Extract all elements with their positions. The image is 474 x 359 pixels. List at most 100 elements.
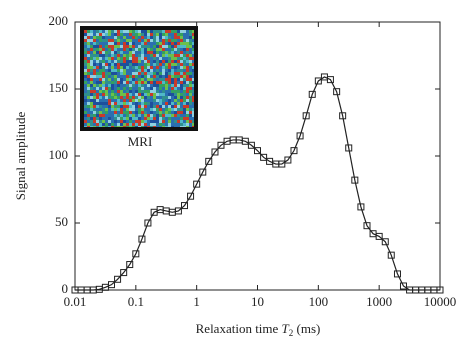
inset-pixel [174,60,177,63]
inset-pixel [171,69,174,72]
inset-pixel [126,36,129,39]
inset-pixel [150,69,153,72]
inset-pixel [126,78,129,81]
inset-pixel [90,42,93,45]
inset-pixel [189,45,192,48]
inset-pixel [105,54,108,57]
inset-pixel [114,105,117,108]
inset-pixel [162,102,165,105]
inset-pixel [102,66,105,69]
inset-pixel [102,48,105,51]
inset-pixel [165,114,168,117]
inset-pixel [102,93,105,96]
inset-pixel [147,81,150,84]
inset-pixel [174,81,177,84]
inset-pixel [162,84,165,87]
inset-pixel [135,39,138,42]
inset-pixel [87,72,90,75]
inset-pixel [105,75,108,78]
inset-pixel [93,39,96,42]
inset-pixel [162,87,165,90]
inset-pixel [102,99,105,102]
inset-pixel [147,51,150,54]
inset-pixel [120,99,123,102]
inset-pixel [120,93,123,96]
inset-pixel [135,126,138,127]
inset-pixel [189,123,192,126]
inset-pixel [135,81,138,84]
inset-pixel [129,117,132,120]
inset-pixel [126,48,129,51]
inset-pixel [165,72,168,75]
inset-pixel [96,126,99,127]
inset-pixel [105,51,108,54]
inset-pixel [84,60,87,63]
inset-pixel [99,33,102,36]
inset-pixel [93,90,96,93]
inset-pixel [177,60,180,63]
inset-pixel [132,57,135,60]
inset-pixel [117,99,120,102]
inset-pixel [117,93,120,96]
inset-pixel [105,69,108,72]
inset-pixel [93,60,96,63]
inset-pixel [144,96,147,99]
inset-pixel [159,33,162,36]
inset-pixel [87,57,90,60]
inset-pixel [192,114,194,117]
inset-pixel [87,30,90,33]
inset-pixel [108,57,111,60]
inset-pixel [102,36,105,39]
inset-pixel [171,114,174,117]
inset-pixel [177,120,180,123]
inset-pixel [192,75,194,78]
inset-pixel [189,81,192,84]
inset-pixel [192,36,194,39]
inset-pixel [129,75,132,78]
inset-pixel [156,123,159,126]
inset-pixel [168,72,171,75]
inset-pixel [141,84,144,87]
inset-pixel [84,33,87,36]
inset-pixel [132,63,135,66]
inset-pixel [126,81,129,84]
inset-pixel [126,96,129,99]
data-point [120,269,128,277]
inset-pixel [171,63,174,66]
inset-pixel [189,36,192,39]
inset-pixel [105,66,108,69]
inset-pixel [192,33,194,36]
inset-pixel [96,108,99,111]
inset-pixel [129,78,132,81]
inset-pixel [93,36,96,39]
inset-pixel [189,30,192,33]
inset-pixel [135,90,138,93]
inset-pixel [129,66,132,69]
inset-pixel [90,123,93,126]
inset-pixel [156,51,159,54]
inset-pixel [102,111,105,114]
inset-pixel [126,69,129,72]
data-line [75,76,440,291]
data-point [260,153,268,161]
inset-pixel [93,102,96,105]
inset-pixel [132,114,135,117]
inset-pixel [180,60,183,63]
inset-pixel [123,84,126,87]
inset-pixel [144,36,147,39]
inset-pixel [90,51,93,54]
inset-pixel [192,111,194,114]
inset-pixel [153,51,156,54]
inset-pixel [165,108,168,111]
inset-pixel [108,120,111,123]
inset-pixel [126,33,129,36]
y-axis-label: Signal amplitude [13,112,28,201]
inset-pixel [99,87,102,90]
inset-pixel [150,114,153,117]
inset-pixel [87,114,90,117]
data-point [126,261,134,269]
inset-pixel [111,57,114,60]
inset-pixel [111,84,114,87]
inset-pixel [102,45,105,48]
